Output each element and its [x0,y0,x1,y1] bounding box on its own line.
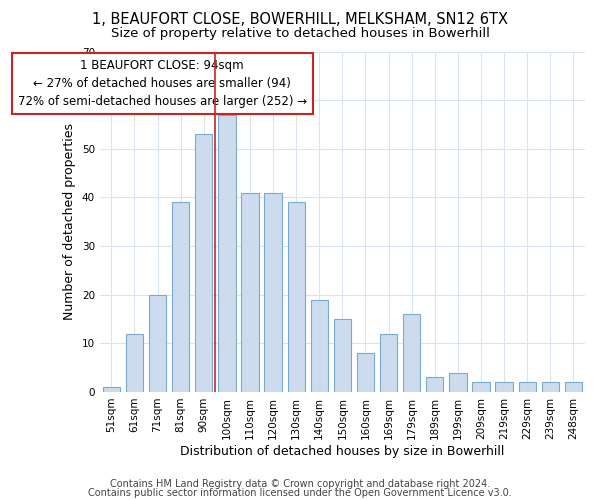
Bar [126,334,143,392]
Text: Contains HM Land Registry data © Crown copyright and database right 2024.: Contains HM Land Registry data © Crown c… [110,479,490,489]
Text: Contains public sector information licensed under the Open Government Licence v3: Contains public sector information licen… [88,488,512,498]
Bar [334,319,351,392]
Bar [172,202,190,392]
Text: Size of property relative to detached houses in Bowerhill: Size of property relative to detached ho… [110,28,490,40]
Bar [380,334,397,392]
Bar [149,294,166,392]
Text: 1 BEAUFORT CLOSE: 94sqm
← 27% of detached houses are smaller (94)
72% of semi-de: 1 BEAUFORT CLOSE: 94sqm ← 27% of detache… [17,59,307,108]
Bar [426,378,443,392]
Bar [496,382,513,392]
Bar [565,382,582,392]
Bar [449,372,467,392]
Bar [311,300,328,392]
Bar [472,382,490,392]
X-axis label: Distribution of detached houses by size in Bowerhill: Distribution of detached houses by size … [180,444,505,458]
Bar [265,192,282,392]
Bar [241,192,259,392]
Y-axis label: Number of detached properties: Number of detached properties [63,123,76,320]
Bar [287,202,305,392]
Bar [518,382,536,392]
Bar [542,382,559,392]
Text: 1, BEAUFORT CLOSE, BOWERHILL, MELKSHAM, SN12 6TX: 1, BEAUFORT CLOSE, BOWERHILL, MELKSHAM, … [92,12,508,28]
Bar [218,114,236,392]
Bar [357,353,374,392]
Bar [103,387,120,392]
Bar [195,134,212,392]
Bar [403,314,421,392]
